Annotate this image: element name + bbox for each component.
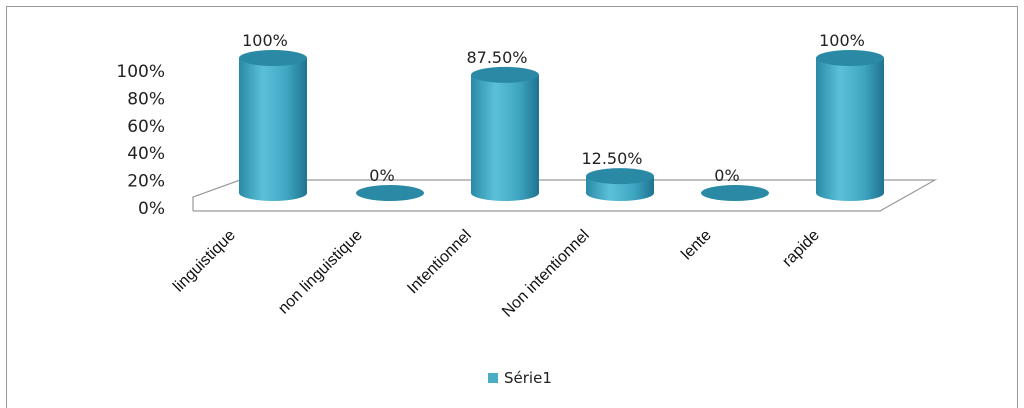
- bar-top: [471, 66, 539, 83]
- data-labels: 100% 0% 87.50% 12.50% 0% 100%: [242, 31, 865, 185]
- y-tick-label: 40%: [127, 144, 165, 164]
- legend-swatch: [488, 373, 498, 383]
- legend: Série1: [488, 369, 552, 387]
- data-label: 12.50%: [581, 149, 642, 168]
- data-label: 100%: [242, 31, 288, 50]
- category-label: Non intentionnel: [499, 227, 593, 321]
- y-tick-label: 80%: [127, 89, 165, 109]
- bar-top: [701, 185, 769, 201]
- data-label: 87.50%: [466, 48, 527, 67]
- category-label: non linguistique: [275, 227, 366, 318]
- y-axis-ticks: 0% 20% 40% 60% 80% 100%: [116, 62, 165, 219]
- y-tick-label: 100%: [116, 62, 165, 82]
- y-tick-label: 0%: [138, 199, 165, 219]
- bar-body: [816, 58, 884, 201]
- category-label: Intentionnel: [404, 227, 475, 298]
- data-label: 100%: [819, 31, 865, 50]
- category-labels: linguistique non linguistique Intentionnel…: [170, 227, 823, 321]
- y-tick-label: 60%: [127, 117, 165, 137]
- category-label: linguistique: [170, 227, 239, 296]
- legend-label: Série1: [504, 369, 552, 387]
- data-label: 0%: [714, 166, 739, 185]
- bar-top: [586, 168, 654, 185]
- data-label: 0%: [369, 166, 394, 185]
- bar-body: [471, 74, 539, 201]
- bar-top: [239, 50, 307, 66]
- category-label: lente: [678, 227, 715, 264]
- bar-body: [239, 58, 307, 201]
- bar-top: [816, 50, 884, 66]
- bar-top: [356, 185, 424, 201]
- bars: [239, 50, 884, 201]
- category-label: rapide: [779, 227, 823, 271]
- y-tick-label: 20%: [127, 172, 165, 192]
